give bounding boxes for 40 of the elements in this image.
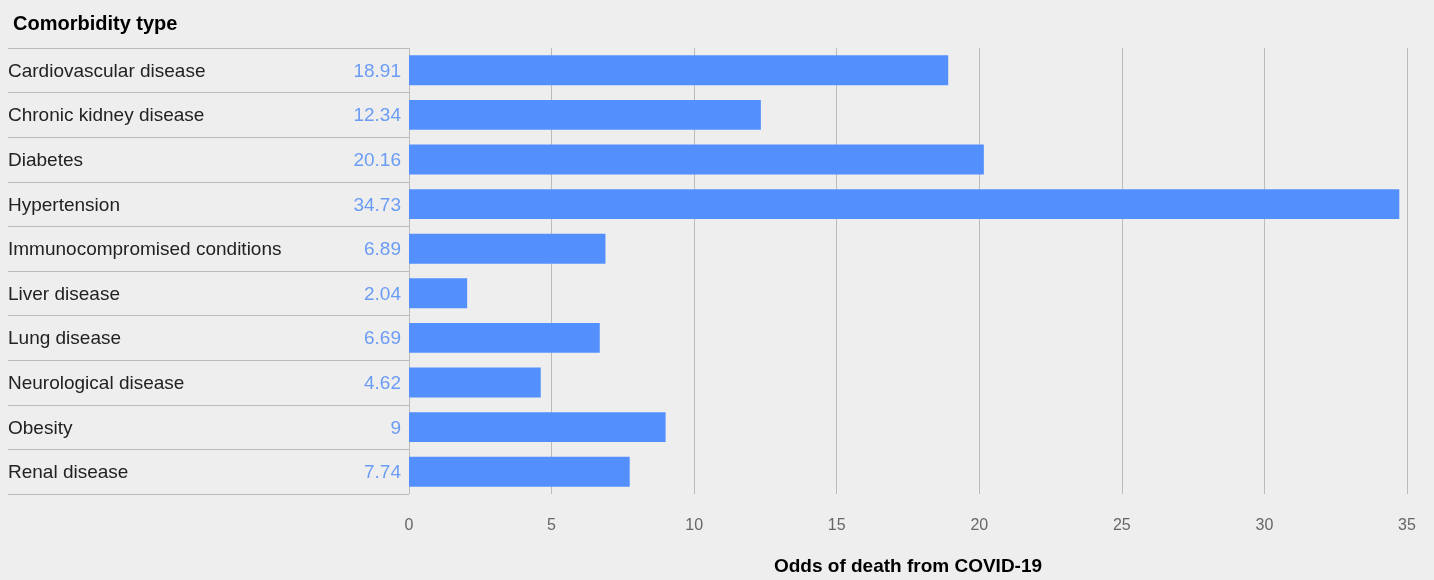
x-tick-label: 25	[1112, 515, 1131, 533]
x-tick-label: 5	[547, 515, 557, 533]
data-label: 12.34	[353, 104, 402, 126]
bar	[409, 412, 666, 443]
y-tick-label: Diabetes	[8, 149, 83, 170]
bar	[409, 278, 468, 309]
x-axis-title: Odds of death from COVID-19	[773, 555, 1043, 576]
x-tick-label: 30	[1255, 515, 1274, 533]
y-tick-label: Cardiovascular disease	[8, 59, 206, 81]
bar	[409, 456, 630, 487]
bar	[409, 189, 1400, 220]
data-label: 18.91	[353, 59, 401, 81]
y-tick-label: Liver disease	[8, 282, 120, 304]
x-tick-label: 20	[970, 515, 989, 533]
data-label: 2.04	[364, 282, 402, 304]
bar	[409, 144, 984, 175]
data-label: 7.74	[364, 461, 402, 483]
y-tick-label: Obesity	[8, 416, 73, 438]
data-label: 20.16	[353, 149, 401, 170]
y-tick-label: Neurological disease	[8, 372, 185, 393]
data-label: 34.73	[353, 193, 401, 215]
y-tick-label: Renal disease	[8, 461, 129, 483]
x-tick-label: 10	[685, 515, 704, 533]
data-label: 6.69	[364, 327, 401, 349]
bar	[409, 322, 600, 353]
bar	[409, 367, 541, 398]
x-tick-label: 15	[827, 515, 846, 533]
x-tick-label: 0	[404, 515, 414, 533]
bar	[409, 233, 606, 264]
data-label: 4.62	[364, 372, 401, 393]
y-tick-label: Lung disease	[8, 327, 122, 349]
y-axis-title: Comorbidity type	[13, 12, 178, 34]
x-tick-label: 35	[1398, 515, 1416, 533]
data-label: 9	[390, 416, 401, 438]
y-tick-label: Hypertension	[8, 193, 120, 215]
bar	[409, 99, 761, 130]
data-label: 6.89	[364, 238, 401, 260]
bar	[409, 55, 949, 86]
y-tick-label: Chronic kidney disease	[8, 104, 205, 126]
y-tick-label: Immunocompromised conditions	[8, 238, 282, 260]
